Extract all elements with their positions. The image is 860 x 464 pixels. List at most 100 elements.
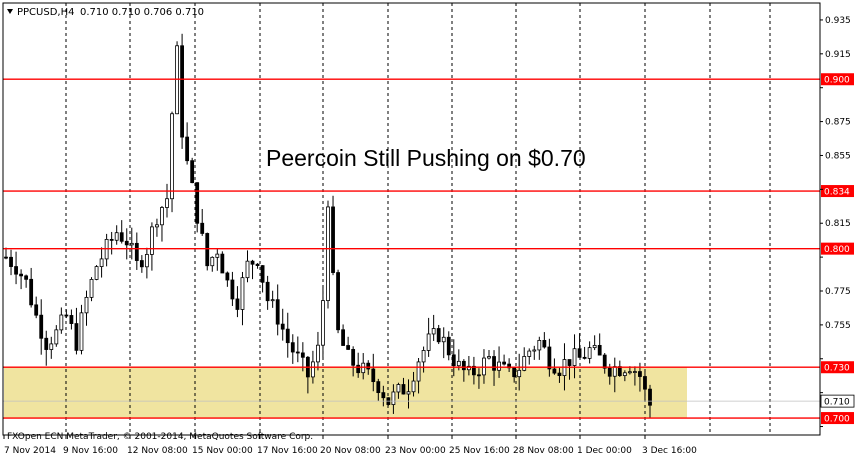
candle-body-82 [416, 361, 421, 382]
level-tag-0.700 [821, 412, 854, 425]
candle-body-128 [648, 388, 652, 406]
candle-body-78 [396, 384, 401, 393]
candle-body-15 [79, 312, 84, 351]
time-axis: 7 Nov 2014 9 Nov 16:00 12 Nov 08:00 15 Nov … [3, 435, 697, 456]
candle-body-58 [295, 351, 300, 354]
candle-body-30 [155, 224, 159, 228]
dropdown-triangle-icon[interactable] [7, 9, 13, 14]
candle-body-9 [49, 343, 54, 350]
candle-body-1 [9, 256, 13, 267]
candle-body-69 [351, 349, 356, 366]
candle-body-112 [567, 359, 572, 366]
current-price-tag [820, 394, 855, 408]
candle-body-68 [346, 345, 351, 350]
candle-body-35 [180, 45, 184, 138]
candle-body-48 [245, 260, 250, 279]
candle-body-92 [466, 365, 471, 371]
candle-body-17 [89, 279, 94, 298]
x-tick-label-7: 25 Nov 16:00 [449, 446, 510, 456]
candle-body-75 [381, 392, 386, 399]
candle-body-3 [19, 273, 23, 277]
candle-body-109 [552, 368, 557, 374]
candle-body-125 [633, 371, 637, 373]
candle-body-0 [4, 256, 8, 259]
candle-body-53 [270, 299, 275, 302]
candle-body-65 [331, 206, 335, 273]
candle-body-49 [250, 260, 255, 265]
x-tick-label-9: 1 Dec 00:00 [577, 446, 632, 456]
candle-body-39 [200, 222, 205, 234]
candle-body-62 [316, 344, 320, 363]
candle-body-24 [124, 240, 129, 246]
candle-body-123 [622, 372, 627, 376]
candle-body-95 [482, 357, 486, 376]
price-levels[interactable]: 0.900 0.834 0.800 0.730 0.700 0.710 [3, 73, 855, 425]
candle-body-10 [54, 329, 59, 345]
candle-body-26 [134, 242, 139, 261]
candle-body-118 [597, 345, 602, 356]
level-label-0.800: 0.800 [824, 245, 850, 255]
candle-body-93 [472, 365, 476, 376]
x-tick-label-0: 7 Nov 2014 [4, 446, 56, 456]
candle-body-108 [547, 346, 552, 370]
price-axis: 0.935 0.915 0.875 0.855 0.815 0.775 0.755 [820, 16, 851, 428]
candle-body-41 [210, 256, 215, 267]
candle-body-117 [592, 345, 597, 349]
candle-body-44 [225, 272, 230, 281]
level-tag-0.834 [821, 185, 854, 198]
candle-body-46 [235, 298, 240, 310]
candle-body-99 [502, 361, 506, 365]
level-tag-0.900 [821, 73, 854, 86]
candle-body-23 [119, 232, 124, 242]
candle-body-29 [150, 226, 154, 255]
candle-body-7 [39, 314, 44, 339]
candle-body-42 [215, 253, 220, 258]
candle-body-43 [220, 253, 225, 274]
candle-body-50 [255, 263, 260, 266]
candle-body-13 [69, 315, 74, 324]
candle-body-54 [275, 299, 280, 325]
y-tick-label-6: 0.815 [825, 219, 851, 229]
x-tick-label-6: 23 Nov 00:00 [385, 446, 446, 456]
candle-body-105 [532, 349, 537, 352]
candle-body-85 [431, 328, 436, 335]
candle-body-66 [336, 272, 340, 331]
symbol-label: PPCUSD,H4 [17, 7, 74, 18]
chart-annotation: Peercoin Still Pushing on $0.70 [266, 145, 586, 171]
candle-body-16 [84, 296, 89, 314]
y-tick-label-1: 0.915 [825, 50, 851, 60]
candle-body-18 [94, 266, 99, 280]
candle-body-52 [265, 281, 270, 302]
candle-body-98 [497, 361, 501, 371]
candle-body-77 [391, 391, 396, 405]
candle-body-22 [114, 232, 119, 241]
level-label-0.900: 0.900 [824, 76, 850, 86]
candle-body-114 [577, 348, 582, 358]
current-price-label: 0.710 [824, 398, 850, 408]
candle-body-121 [612, 366, 617, 377]
axes [2, 2, 821, 436]
candle-body-31 [160, 207, 164, 226]
level-tag-0.800 [821, 242, 854, 255]
candle-body-120 [607, 367, 612, 377]
y-tick-label-8: 0.775 [825, 287, 851, 297]
candle-body-73 [371, 368, 376, 383]
candle-body-116 [587, 347, 592, 359]
x-tick-label-2: 12 Nov 08:00 [127, 446, 188, 456]
candle-body-40 [205, 233, 210, 267]
y-tick-label-9: 0.755 [825, 321, 851, 331]
candle-body-91 [461, 360, 466, 371]
candle-body-96 [487, 356, 491, 359]
candle-body-6 [34, 304, 39, 316]
candle-body-36 [185, 136, 190, 162]
level-label-0.834: 0.834 [824, 188, 850, 198]
candle-body-59 [300, 352, 305, 358]
candle-body-84 [426, 333, 431, 351]
level-label-0.730: 0.730 [824, 364, 850, 374]
support-zone [4, 367, 687, 419]
candle-body-126 [638, 371, 642, 377]
candle-body-37 [190, 160, 195, 184]
candle-body-88 [446, 336, 451, 356]
